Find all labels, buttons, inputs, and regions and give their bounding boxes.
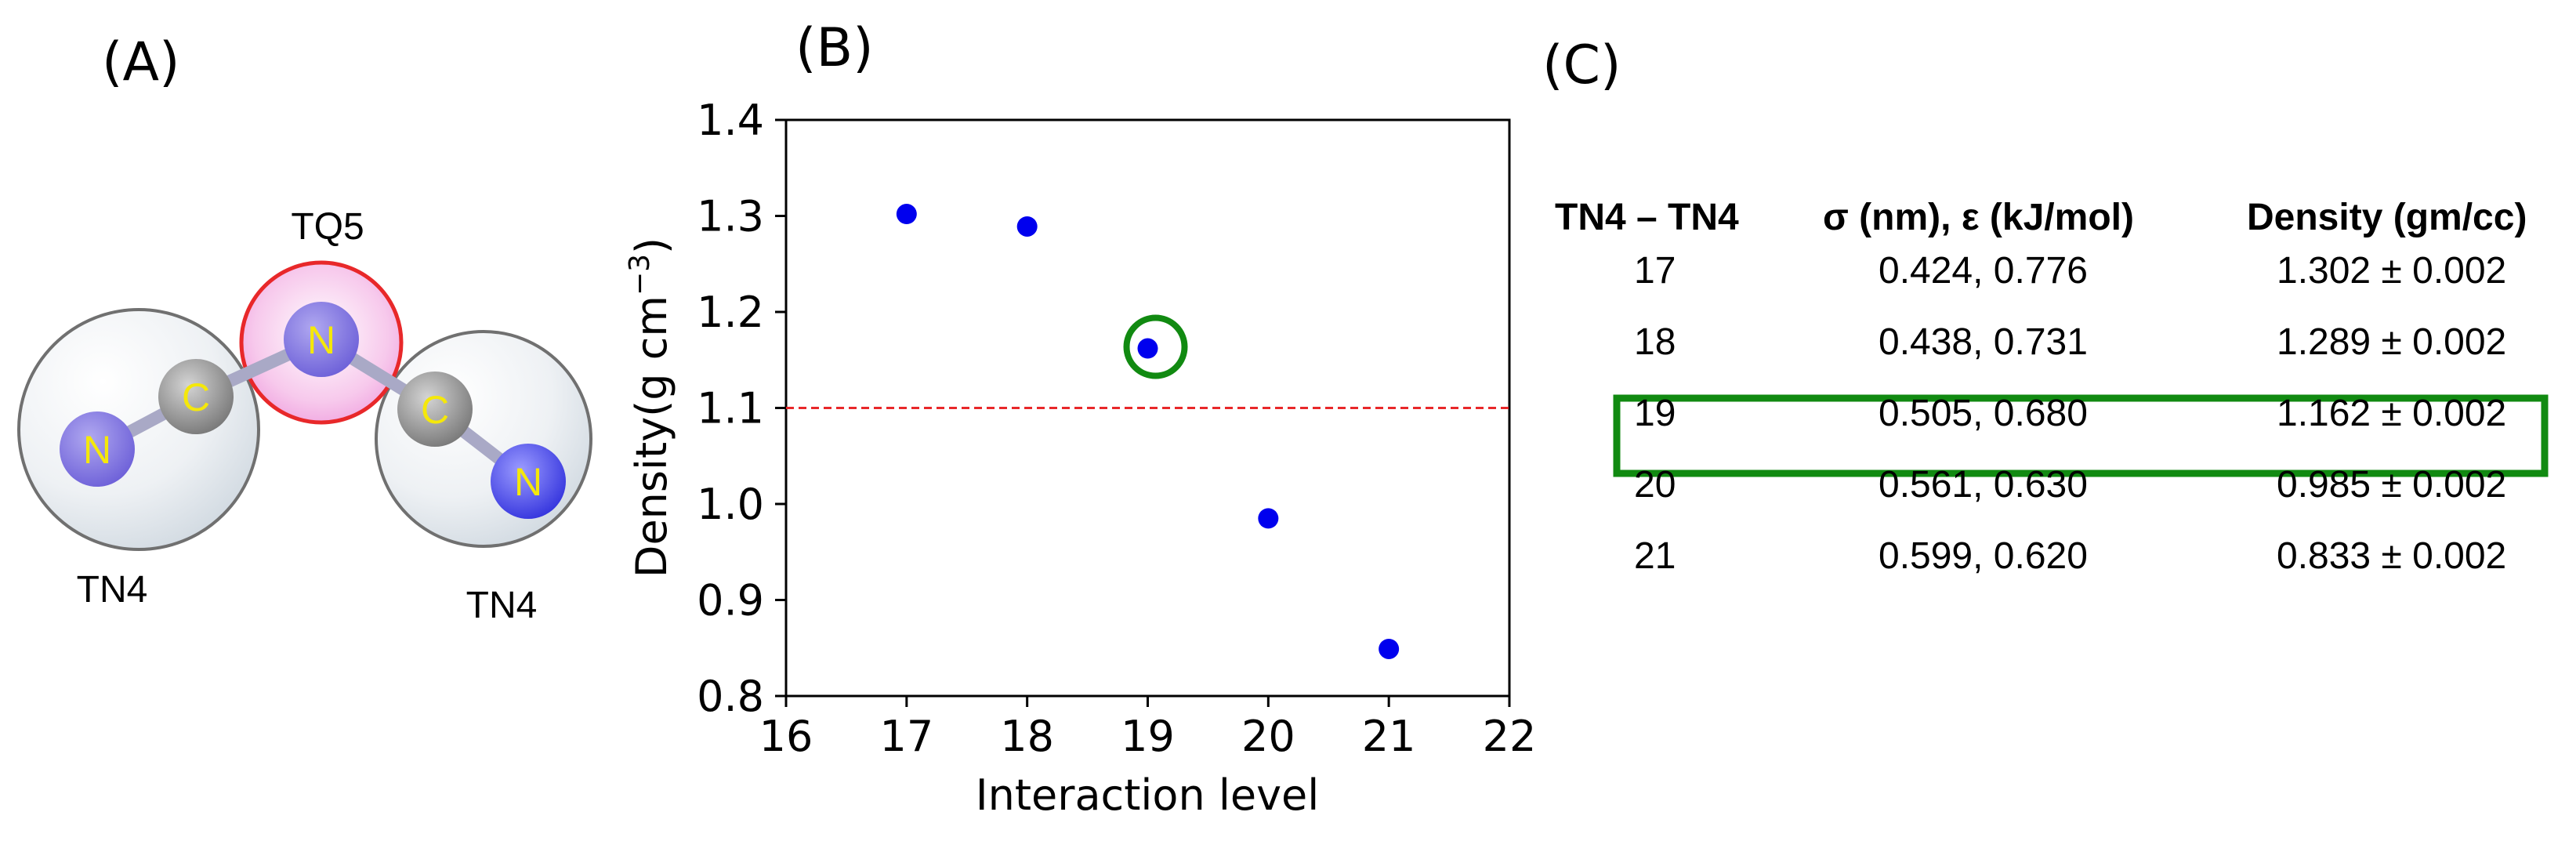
data-point [1016,216,1038,237]
panel-label-a: (A) [102,31,180,93]
header-pair: TN4 – TN4 [1555,197,1739,238]
label-tq5: TQ5 [291,206,364,248]
x-axis-label: Interaction level [976,770,1320,820]
atom-label-n-center: N [307,318,335,362]
row-sigma-epsilon: 0.424, 0.776 [1879,250,2088,292]
y-tick-label: 0.9 [697,576,764,625]
table-row: 19 0.505, 0.680 1.162 ± 0.002 [1536,392,2576,462]
y-tick-label: 1.1 [697,384,764,433]
y-tick-label: 1.3 [697,192,764,241]
label-tn4-right: TN4 [466,585,538,626]
data-point [1137,338,1158,359]
table-row: 17 0.424, 0.776 1.302 ± 0.002 [1536,249,2576,320]
row-density: 1.289 ± 0.002 [2277,321,2507,363]
row-density: 1.162 ± 0.002 [2277,393,2507,434]
atom-label-n-right: N [514,460,542,504]
row-density: 0.833 ± 0.002 [2277,535,2507,577]
x-axis-ticks: 16 17 18 19 20 21 22 [759,696,1537,761]
x-tick-label: 22 [1483,712,1537,761]
y-tick-label: 1.0 [697,480,764,529]
y-axis-label: Density(g cm−3) [624,237,676,578]
row-density: 1.302 ± 0.002 [2277,250,2507,292]
x-tick-label: 18 [1000,712,1054,761]
row-sigma-epsilon: 0.438, 0.731 [1879,321,2088,363]
row-sigma-epsilon: 0.505, 0.680 [1879,393,2088,434]
row-density: 0.985 ± 0.002 [2277,464,2507,506]
atom-n-center [284,302,359,377]
highlight-ring [1123,314,1188,379]
data-point [896,204,917,225]
x-tick-label: 21 [1362,712,1416,761]
data-point [1258,508,1279,529]
atom-label-c-left: C [182,375,210,419]
panel-label-c: (C) [1542,34,1621,96]
x-tick-label: 17 [879,712,933,761]
atom-c-left [158,359,234,434]
y-axis-ticks: 0.8 0.9 1.0 1.1 1.2 1.3 1.4 [697,96,786,721]
table-row: 21 0.599, 0.620 0.833 ± 0.002 [1536,535,2576,605]
atom-c-right [397,372,473,447]
panel-label-b: (B) [795,17,874,79]
x-tick-label: 20 [1241,712,1295,761]
density-scatter-chart: 16 17 18 19 20 21 22 0.8 0.9 1.0 1.1 1.2 1.3 1.4 Int… [624,96,1536,820]
y-tick-label: 1.4 [697,96,764,145]
row-level: 21 [1634,535,1676,577]
y-tick-label: 1.2 [697,288,764,337]
atom-n-right [491,444,566,519]
molecule-diagram: N C N C N TQ5 TN4 TN4 [17,206,592,626]
header-sigma-epsilon: σ (nm), ε (kJ/mol) [1823,197,2134,238]
data-points [896,204,1400,659]
atom-label-n-left: N [83,428,111,472]
table-highlight-box [1613,394,2549,477]
label-tn4-left: TN4 [77,569,148,611]
row-level: 20 [1634,464,1676,506]
row-level: 17 [1634,250,1676,292]
y-tick-label: 0.8 [697,672,764,721]
x-tick-label: 19 [1121,712,1175,761]
row-sigma-epsilon: 0.599, 0.620 [1879,535,2088,577]
row-level: 18 [1634,321,1676,363]
row-level: 19 [1634,393,1676,434]
row-sigma-epsilon: 0.561, 0.630 [1879,464,2088,506]
table-row: 18 0.438, 0.731 1.289 ± 0.002 [1536,321,2576,391]
data-point [1379,638,1400,659]
x-tick-label: 16 [759,712,813,761]
atom-n-left [60,411,135,487]
atom-label-c-right: C [421,388,449,432]
table-row: 20 0.561, 0.630 0.985 ± 0.002 [1536,463,2576,534]
header-density: Density (gm/cc) [2247,197,2527,238]
